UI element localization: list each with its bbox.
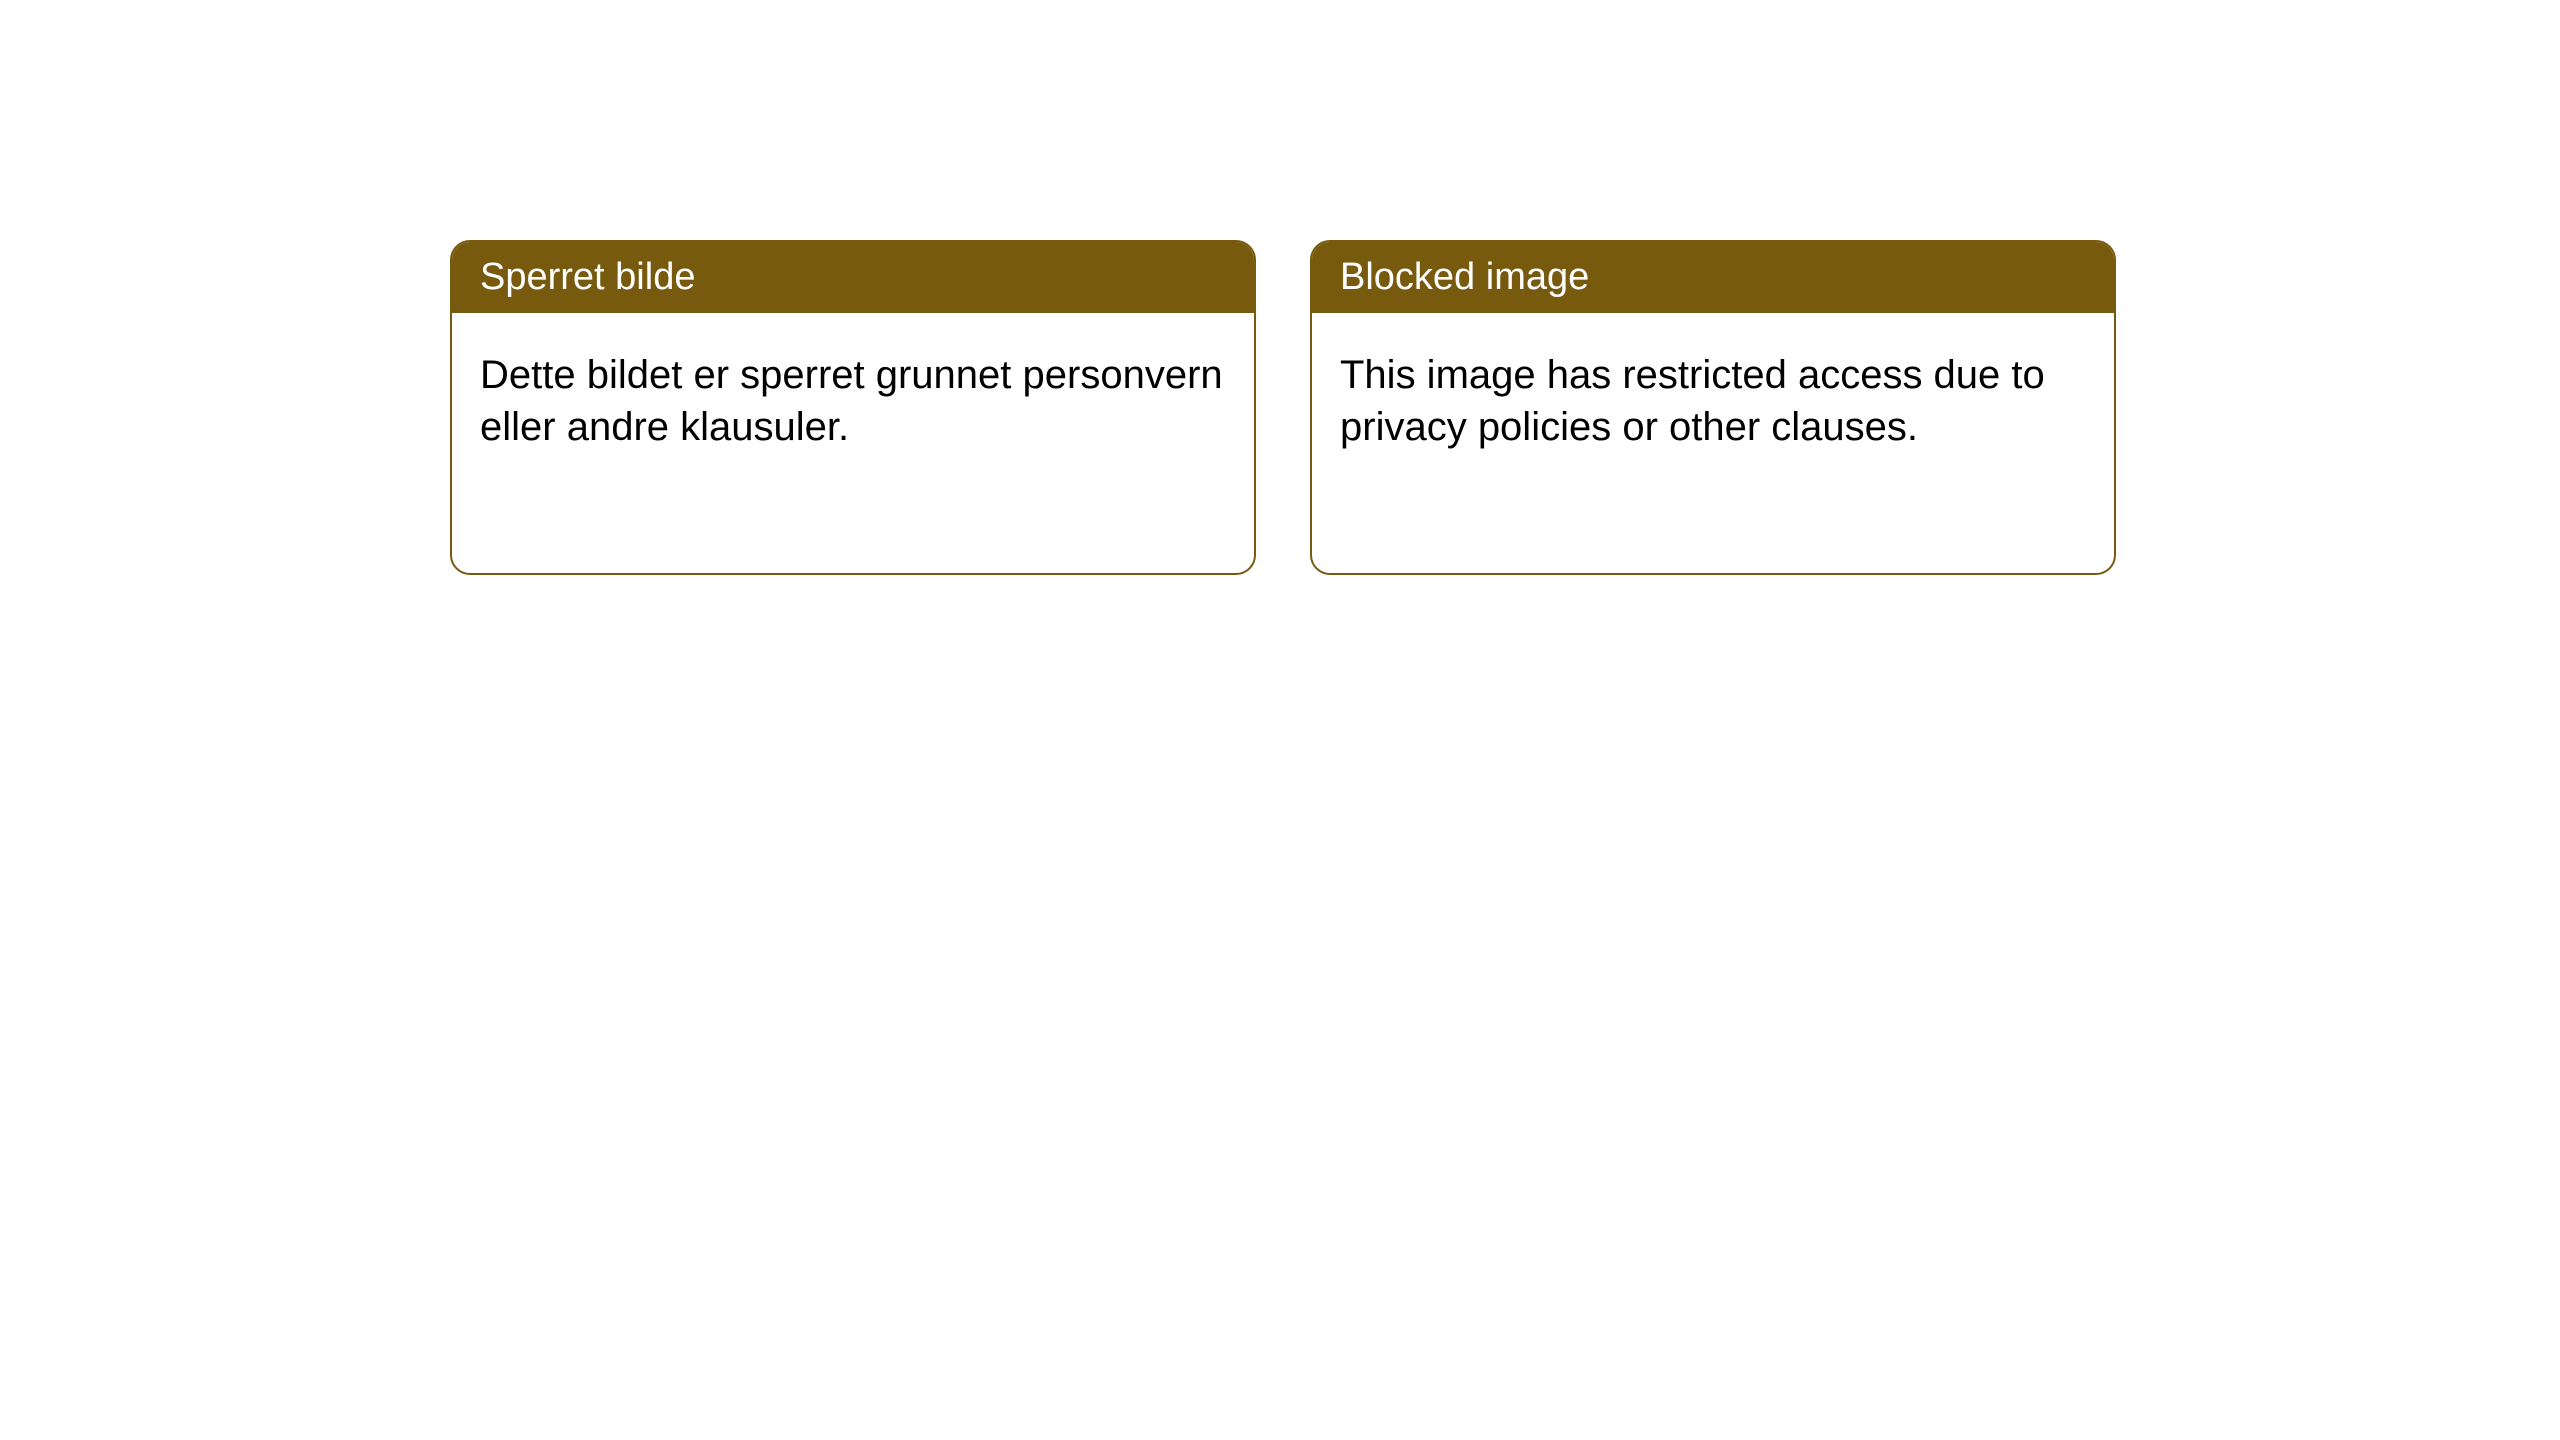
card-header-norwegian: Sperret bilde xyxy=(452,242,1254,313)
card-title: Blocked image xyxy=(1340,256,1589,298)
notice-cards-container: Sperret bilde Dette bildet er sperret gr… xyxy=(450,240,2116,575)
card-title: Sperret bilde xyxy=(480,256,695,298)
card-body-norwegian: Dette bildet er sperret grunnet personve… xyxy=(452,313,1254,489)
notice-card-norwegian: Sperret bilde Dette bildet er sperret gr… xyxy=(450,240,1256,575)
card-message: This image has restricted access due to … xyxy=(1340,353,2045,449)
card-body-english: This image has restricted access due to … xyxy=(1312,313,2114,489)
card-header-english: Blocked image xyxy=(1312,242,2114,313)
notice-card-english: Blocked image This image has restricted … xyxy=(1310,240,2116,575)
card-message: Dette bildet er sperret grunnet personve… xyxy=(480,353,1223,449)
